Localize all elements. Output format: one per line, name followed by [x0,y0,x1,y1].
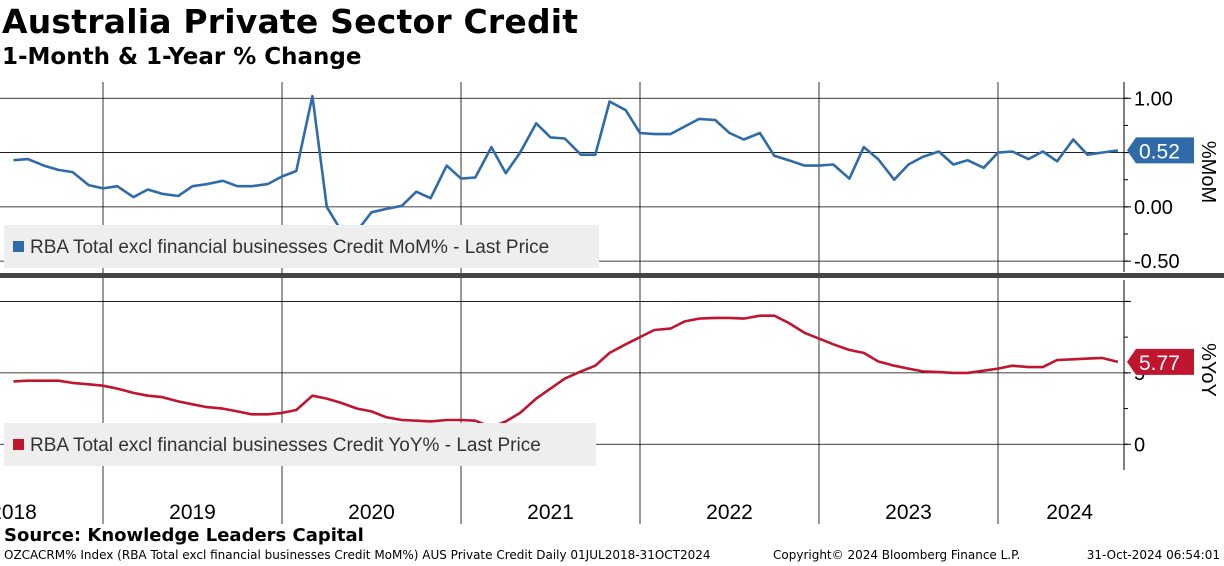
last-value-label: 5.77 [1139,352,1180,375]
panel-divider [0,273,1224,278]
y-tick-label: 0 [1134,434,1145,456]
last-value-tag [1127,348,1194,375]
legend-swatch [13,439,24,450]
chart-title: Australia Private Sector Credit [2,2,579,41]
source-note: Source: Knowledge Leaders Capital [4,525,364,546]
x-tick-label: 2020 [348,501,395,524]
x-tick-label: 2018 [0,501,37,524]
legend-box [4,225,599,268]
x-tick-label: 2023 [885,501,932,524]
footer-copyright: Copyright© 2024 Bloomberg Finance L.P. [773,548,1021,562]
x-tick-label: 2022 [706,501,753,524]
y-tick-label: 1.00 [1134,88,1173,110]
y-axis-title: %YoY [1197,343,1219,397]
legend-swatch [13,241,24,252]
x-tick-label: 2024 [1046,501,1093,524]
last-value-label: 0.52 [1139,140,1180,163]
legend-box [4,423,596,466]
legend-label: RBA Total excl financial businesses Cred… [30,237,549,258]
y-axis-title: %MoM [1197,141,1219,203]
x-tick-label: 2019 [169,501,216,524]
mom-series-line [13,94,1119,232]
x-tick-label: 2021 [527,501,574,524]
last-value-tag [1127,137,1194,164]
yoy-series-line [13,314,1119,429]
footer-index-info: OZCACRM% Index (RBA Total excl financial… [4,548,711,562]
legend-label: RBA Total excl financial businesses Cred… [30,435,541,456]
footer-timestamp: 31-Oct-2024 06:54:01 [1086,548,1220,562]
y-tick-label: -0.50 [1134,251,1180,273]
y-tick-label: 0.00 [1134,197,1173,219]
chart-subtitle: 1-Month & 1-Year % Change [2,44,362,70]
